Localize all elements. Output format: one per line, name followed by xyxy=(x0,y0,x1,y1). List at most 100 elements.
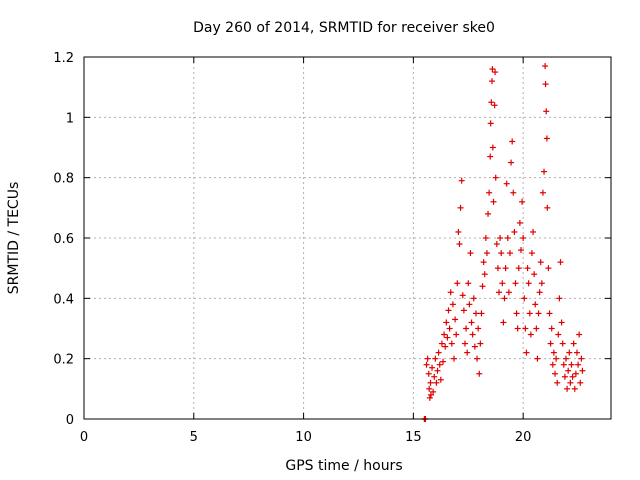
data-point-marker xyxy=(445,307,452,314)
x-tick-label: 20 xyxy=(515,430,532,445)
data-point-marker xyxy=(543,135,550,142)
y-axis-label: SRMTID / TECUs xyxy=(6,182,22,295)
data-point-marker xyxy=(481,271,488,278)
y-tick-label: 0.8 xyxy=(53,172,74,187)
data-point-marker xyxy=(444,334,451,341)
data-point-marker xyxy=(477,340,484,347)
data-point-marker xyxy=(554,379,561,386)
data-point-marker xyxy=(432,355,439,362)
data-point-marker xyxy=(443,319,450,326)
data-point-marker xyxy=(517,247,524,254)
data-point-marker xyxy=(520,235,527,241)
data-point-marker xyxy=(519,198,526,205)
data-point-marker xyxy=(515,265,522,272)
x-tick-label: 0 xyxy=(80,430,88,445)
data-point-marker xyxy=(494,265,501,272)
data-point-marker xyxy=(483,250,490,257)
data-point-marker xyxy=(452,316,459,323)
data-point-marker xyxy=(568,361,575,368)
data-point-marker xyxy=(545,265,552,272)
data-point-marker xyxy=(487,153,494,160)
data-point-marker xyxy=(505,289,512,296)
data-point-marker xyxy=(488,78,495,85)
data-point-marker xyxy=(465,280,472,287)
data-point-marker xyxy=(512,280,519,287)
data-point-marker xyxy=(433,379,440,386)
data-point-marker xyxy=(578,355,585,362)
data-point-marker xyxy=(472,310,479,317)
data-point-marker xyxy=(431,373,438,380)
data-point-marker xyxy=(489,66,496,73)
data-point-marker xyxy=(511,228,518,235)
data-point-marker xyxy=(547,340,554,347)
y-tick-label: 1 xyxy=(66,111,74,126)
data-point-marker xyxy=(457,204,464,211)
data-point-marker xyxy=(537,259,544,266)
data-point-marker xyxy=(493,241,500,248)
data-point-marker xyxy=(500,319,507,326)
data-point-marker xyxy=(570,340,577,347)
data-point-marker xyxy=(466,301,473,308)
data-point-marker xyxy=(565,367,572,374)
data-point-marker xyxy=(478,310,485,317)
data-point-marker xyxy=(526,310,533,317)
data-point-marker xyxy=(543,108,550,115)
data-point-marker xyxy=(474,355,481,362)
data-point-marker xyxy=(548,325,555,332)
data-point-marker xyxy=(502,265,509,272)
data-point-marker xyxy=(476,370,483,377)
data-point-marker xyxy=(435,349,442,356)
x-tick-label: 5 xyxy=(190,430,198,445)
data-point-marker xyxy=(430,388,437,395)
data-point-marker xyxy=(562,355,569,362)
data-point-marker xyxy=(573,349,580,356)
data-point-marker xyxy=(434,367,441,374)
data-point-marker xyxy=(501,295,508,302)
data-point-marker xyxy=(492,69,499,76)
data-point-marker xyxy=(429,364,436,371)
data-point-marker xyxy=(510,189,517,196)
data-point-marker xyxy=(566,349,573,356)
data-point-marker xyxy=(509,138,516,145)
data-point-marker xyxy=(528,250,535,257)
data-point-marker xyxy=(449,301,456,308)
data-point-marker xyxy=(503,180,510,187)
data-point-marker xyxy=(453,331,460,338)
data-point-marker xyxy=(427,379,434,386)
data-point-marker xyxy=(448,340,455,347)
data-point-marker xyxy=(577,379,584,386)
data-point-marker xyxy=(536,289,543,296)
data-point-marker xyxy=(513,310,520,317)
data-point-marker xyxy=(486,189,493,196)
data-point-marker xyxy=(561,373,568,380)
y-tick-label: 0.4 xyxy=(53,292,74,307)
data-point-marker xyxy=(497,235,504,241)
data-point-marker xyxy=(441,331,448,338)
data-point-marker xyxy=(532,301,539,308)
data-point-marker xyxy=(469,331,476,338)
data-point-marker xyxy=(571,385,578,392)
data-point-marker xyxy=(492,174,499,181)
data-point-marker xyxy=(456,241,463,248)
data-point-marker xyxy=(535,310,542,317)
data-point-marker xyxy=(426,385,433,392)
chart-title: Day 260 of 2014, SRMTID for receiver ske… xyxy=(193,20,495,36)
data-point-marker xyxy=(557,259,564,266)
y-tick-label: 0.6 xyxy=(53,232,74,247)
data-point-marker xyxy=(470,295,477,302)
data-point-marker xyxy=(556,295,563,302)
data-point-marker xyxy=(425,370,432,377)
y-tick-label: 0 xyxy=(66,413,74,428)
data-point-marker xyxy=(514,325,521,332)
data-point-marker xyxy=(506,250,513,257)
data-point-marker xyxy=(579,367,586,374)
data-point-marker xyxy=(499,280,506,287)
data-point-marker xyxy=(541,168,548,175)
data-point-marker xyxy=(438,340,445,347)
data-point-marker xyxy=(576,331,583,338)
data-point-marker xyxy=(555,331,562,338)
data-point-marker xyxy=(552,370,559,377)
data-point-marker xyxy=(550,349,557,356)
data-point-marker xyxy=(467,250,474,257)
data-point-marker xyxy=(558,319,565,326)
